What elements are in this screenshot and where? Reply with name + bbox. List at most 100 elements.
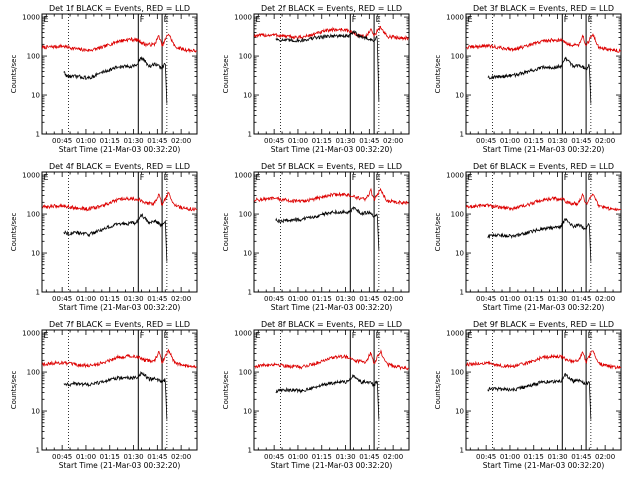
x-axis-label: Start Time (21-Mar-03 00:32:20) <box>483 145 605 154</box>
event-marker-label: E <box>376 15 381 24</box>
x-tick-label: 01:30 <box>335 137 355 145</box>
x-tick-label: 01:30 <box>547 295 567 303</box>
panel-title: Det 5f BLACK = Events, RED = LLD <box>261 162 402 171</box>
plot-frame <box>253 13 410 135</box>
x-tick-label: 00:45 <box>476 137 496 145</box>
y-axis-label: Counts/sec <box>434 213 442 252</box>
y-tick-label: 100 <box>27 53 40 61</box>
panel-title: Det 6f BLACK = Events, RED = LLD <box>473 162 614 171</box>
event-marker-label: F <box>564 331 569 340</box>
x-axis-label: Start Time (21-Mar-03 00:32:20) <box>271 461 393 470</box>
x-tick-label: 00:45 <box>264 137 284 145</box>
y-tick-label: 100 <box>451 53 464 61</box>
event-marker-label: E <box>44 173 49 182</box>
x-tick-label: 01:15 <box>312 453 332 461</box>
y-tick-label: 1000 <box>234 14 252 22</box>
event-marker-label: E <box>588 173 593 182</box>
plot-frame <box>41 329 198 451</box>
lld-rate-trace <box>465 192 622 212</box>
y-tick-label: 1 <box>248 289 252 297</box>
x-tick-label: 01:45 <box>359 453 379 461</box>
y-axis-label: Counts/sec <box>222 213 230 252</box>
event-marker-label: E <box>468 331 473 340</box>
y-tick-label: 1 <box>36 289 40 297</box>
x-tick-label: 01:30 <box>335 453 355 461</box>
x-tick-label: 01:45 <box>571 137 591 145</box>
y-tick-label: 100 <box>451 211 464 219</box>
y-axis-label: Counts/sec <box>434 55 442 94</box>
x-tick-label: 01:30 <box>123 453 143 461</box>
y-tick-label: 1000 <box>234 172 252 180</box>
panel-title: Det 9f BLACK = Events, RED = LLD <box>473 320 614 329</box>
y-tick-label: 10 <box>455 250 464 258</box>
event-marker-label: E <box>256 173 261 182</box>
events-rate-trace <box>63 213 168 262</box>
y-tick-label: 100 <box>239 53 252 61</box>
y-tick-label: 1000 <box>446 14 464 22</box>
x-tick-label: 01:45 <box>147 453 167 461</box>
detector-panel: Det 3f BLACK = Events, RED = LLD 1 10 100 10… <box>434 4 622 154</box>
y-tick-label: 1000 <box>446 172 464 180</box>
y-axis-label: Counts/sec <box>10 55 18 94</box>
x-axis-label: Start Time (21-Mar-03 00:32:20) <box>483 303 605 312</box>
y-tick-label: 10 <box>31 408 40 416</box>
plot-frame <box>253 171 410 293</box>
detector-panel: Det 6f BLACK = Events, RED = LLD 1 10 100 10… <box>434 162 622 312</box>
event-marker-label: F <box>352 331 357 340</box>
y-tick-label: 1000 <box>22 14 40 22</box>
y-tick-label: 100 <box>27 211 40 219</box>
lld-rate-trace <box>465 350 622 370</box>
x-tick-label: 01:15 <box>100 137 120 145</box>
panel-title: Det 2f BLACK = Events, RED = LLD <box>261 4 402 13</box>
x-tick-label: 01:15 <box>524 137 544 145</box>
x-tick-label: 02:00 <box>171 295 191 303</box>
y-axis-label: Counts/sec <box>10 371 18 410</box>
plot-frame <box>465 13 622 135</box>
panel-title: Det 8f BLACK = Events, RED = LLD <box>261 320 402 329</box>
event-marker-label: F <box>352 173 357 182</box>
lld-rate-trace <box>42 191 198 212</box>
panel-title: Det 3f BLACK = Events, RED = LLD <box>473 4 614 13</box>
lld-rate-trace <box>41 33 198 54</box>
events-rate-trace <box>275 374 380 420</box>
y-tick-label: 100 <box>451 369 464 377</box>
event-marker-label: E <box>588 15 593 24</box>
event-marker-label: F <box>140 173 145 182</box>
y-axis-label: Counts/sec <box>222 371 230 410</box>
x-tick-label: 00:45 <box>52 137 72 145</box>
y-tick-label: 10 <box>455 92 464 100</box>
y-tick-label: 10 <box>243 408 252 416</box>
plot-frame <box>465 171 622 293</box>
y-tick-label: 10 <box>455 408 464 416</box>
x-tick-label: 01:00 <box>76 453 96 461</box>
x-tick-label: 01:30 <box>335 295 355 303</box>
y-tick-label: 1 <box>460 131 464 139</box>
x-tick-label: 02:00 <box>383 137 403 145</box>
event-marker-label: E <box>164 173 169 182</box>
detector-panel: Det 7f BLACK = Events, RED = LLD 1 10 100 10… <box>10 320 198 470</box>
x-tick-label: 01:45 <box>359 295 379 303</box>
y-tick-label: 1 <box>460 447 464 455</box>
events-rate-trace <box>63 56 168 104</box>
x-tick-label: 01:00 <box>500 295 520 303</box>
events-rate-trace <box>487 372 592 420</box>
y-tick-label: 1000 <box>446 330 464 338</box>
plot-frame <box>465 329 622 451</box>
plot-frame <box>253 329 410 451</box>
x-tick-label: 01:15 <box>312 295 332 303</box>
y-tick-label: 100 <box>239 369 252 377</box>
x-axis-label: Start Time (21-Mar-03 00:32:20) <box>271 303 393 312</box>
x-tick-label: 01:00 <box>500 137 520 145</box>
x-tick-label: 01:15 <box>524 295 544 303</box>
y-tick-label: 1000 <box>22 330 40 338</box>
x-tick-label: 01:45 <box>147 295 167 303</box>
x-tick-label: 00:45 <box>52 453 72 461</box>
x-tick-label: 01:00 <box>288 295 308 303</box>
x-tick-label: 01:15 <box>100 295 120 303</box>
x-tick-label: 01:15 <box>312 137 332 145</box>
x-tick-label: 02:00 <box>595 453 615 461</box>
lld-rate-trace <box>465 33 622 53</box>
y-tick-label: 10 <box>243 250 252 258</box>
event-marker-label: E <box>468 173 473 182</box>
